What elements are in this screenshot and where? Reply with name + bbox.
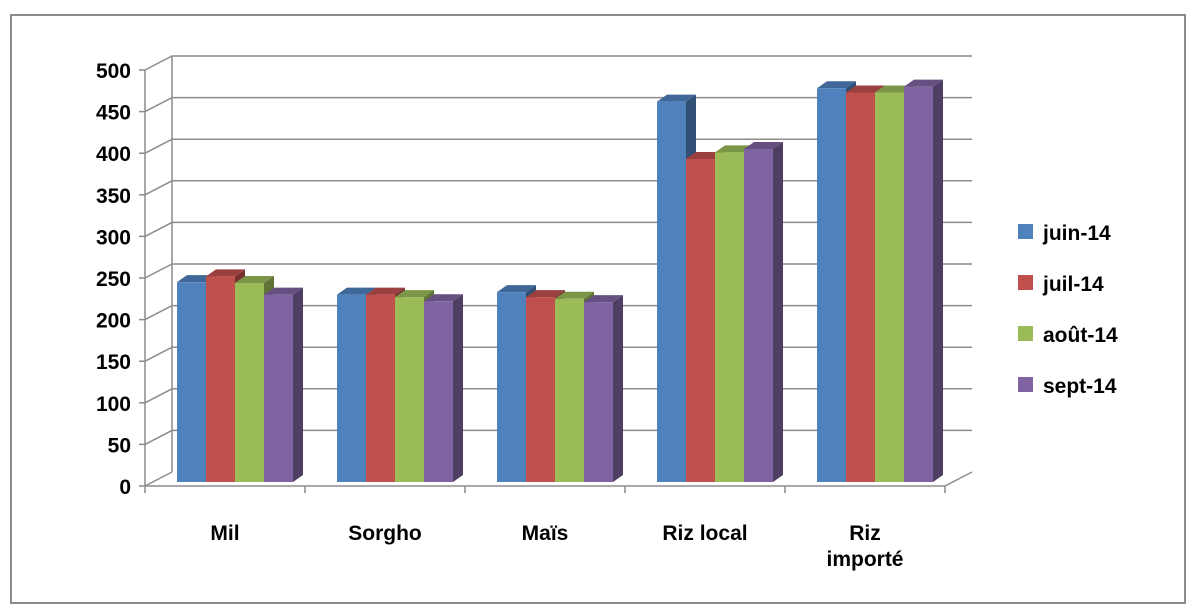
y-tick-label: 450 bbox=[96, 102, 131, 125]
x-axis-categories: Mil Sorgho Maïs Riz local Riz importé bbox=[210, 522, 903, 571]
y-tick-label: 0 bbox=[119, 476, 131, 499]
legend-label: août-14 bbox=[1043, 324, 1118, 347]
bar-3-4 bbox=[584, 295, 623, 482]
legend-item: sept-14 bbox=[1018, 375, 1117, 398]
gridline bbox=[144, 55, 972, 71]
bar-1-4 bbox=[264, 287, 303, 482]
category-label: Mil bbox=[210, 522, 239, 545]
category-label: Riz local bbox=[662, 522, 747, 545]
legend-label: sept-14 bbox=[1043, 375, 1117, 398]
legend-item: juin-14 bbox=[1018, 222, 1111, 245]
category-label: Sorgho bbox=[348, 522, 422, 545]
y-tick-label: 350 bbox=[96, 185, 131, 208]
legend-swatch bbox=[1018, 377, 1033, 392]
category-label: Riz importé bbox=[826, 522, 903, 571]
y-tick-label: 500 bbox=[96, 60, 131, 83]
legend-swatch bbox=[1018, 275, 1033, 290]
floor-left-edge bbox=[144, 471, 173, 487]
legend-swatch bbox=[1018, 224, 1033, 239]
legend-swatch bbox=[1018, 326, 1033, 341]
legend-item: juil-14 bbox=[1018, 273, 1104, 296]
bar-2-4 bbox=[424, 294, 463, 482]
bars bbox=[177, 79, 943, 483]
y-tick-label: 200 bbox=[96, 310, 131, 333]
gridline bbox=[144, 96, 972, 113]
gridline bbox=[144, 138, 972, 154]
category-label: Maïs bbox=[522, 522, 569, 545]
bar-5-4 bbox=[904, 79, 943, 482]
y-axis-ticks: 0 50 100 150 200 250 300 350 400 450 500 bbox=[96, 60, 131, 499]
y-tick-label: 50 bbox=[108, 434, 131, 457]
legend: juin-14 juil-14 août-14 sept-14 bbox=[1018, 222, 1118, 398]
y-tick-label: 100 bbox=[96, 393, 131, 416]
legend-label: juil-14 bbox=[1042, 273, 1104, 296]
y-tick-label: 250 bbox=[96, 268, 131, 291]
y-tick-label: 150 bbox=[96, 351, 131, 374]
bar-4-4 bbox=[744, 142, 783, 483]
y-tick-label: 300 bbox=[96, 226, 131, 249]
legend-label: juin-14 bbox=[1042, 222, 1111, 245]
y-tick-label: 400 bbox=[96, 143, 131, 166]
legend-item: août-14 bbox=[1018, 324, 1118, 347]
